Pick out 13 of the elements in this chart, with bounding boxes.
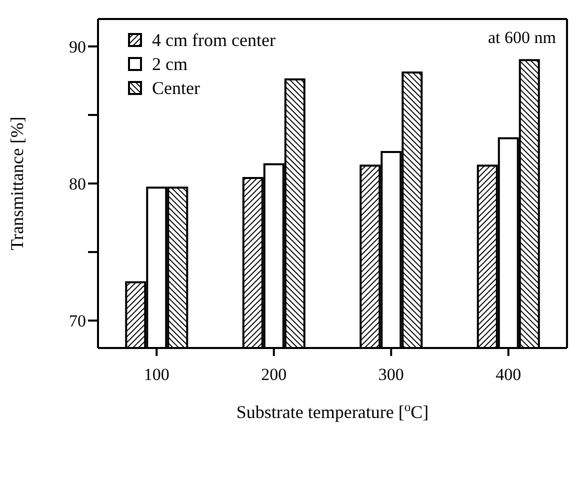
legend-label: 2 cm [152, 54, 188, 74]
x-tick-label: 400 [496, 365, 522, 384]
y-tick-label: 80 [69, 174, 86, 194]
legend-label: Center [152, 78, 200, 98]
x-tick-label: 300 [378, 365, 404, 384]
y-tick-label: 90 [69, 37, 86, 56]
annotation: at 600 nm [488, 28, 556, 48]
x-tick-label: 200 [261, 365, 287, 384]
legend-label: 4 cm from center [152, 30, 276, 50]
y-tick-label: 70 [69, 312, 86, 331]
x-tick-label: 100 [144, 365, 170, 384]
y-axis-title: Transmittance [%] [7, 116, 27, 250]
x-axis-title: Substrate temperature [$^{o}$C] [236, 400, 429, 422]
